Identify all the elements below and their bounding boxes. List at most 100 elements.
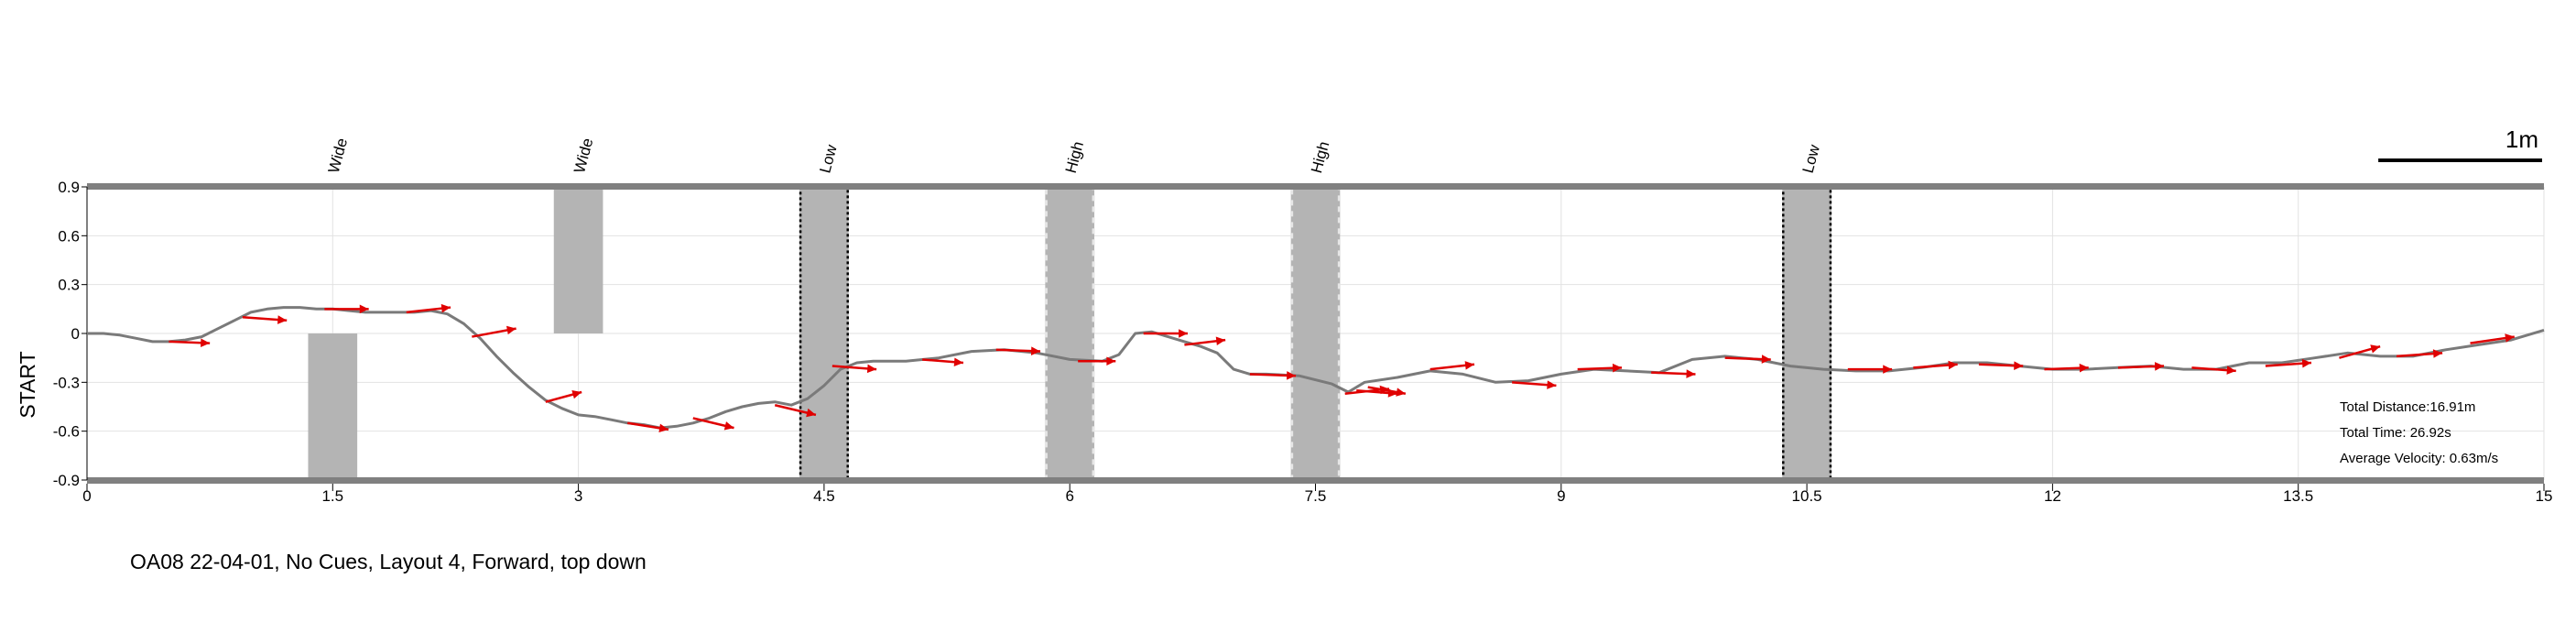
arrow-head xyxy=(1612,363,1622,373)
heading-arrow xyxy=(627,421,669,433)
heading-arrow xyxy=(1913,360,1958,370)
arrow-head xyxy=(1179,329,1188,338)
y-tick-label: 0.3 xyxy=(58,277,80,294)
heading-arrow xyxy=(1367,386,1407,397)
heading-arrow xyxy=(831,364,877,374)
heading-arrow xyxy=(1143,329,1188,338)
scale-bar-label: 1m xyxy=(2505,126,2538,153)
obstacle-label: High xyxy=(1062,139,1087,175)
x-axis-ticks: 0 1.5 3 4.5 6 7.5 9 10.5 12 13.5 15 xyxy=(82,484,2552,505)
obstacle-block xyxy=(308,333,358,480)
arrow-head xyxy=(2370,344,2381,354)
obstacle-block xyxy=(553,187,603,333)
x-tick-label: 3 xyxy=(574,487,582,505)
arrow-head xyxy=(2432,349,2443,358)
arrow-head xyxy=(1948,360,1958,370)
arrow-head xyxy=(806,408,816,418)
obstacle-high xyxy=(1290,187,1341,480)
heading-arrow xyxy=(2339,344,2381,359)
heading-arrow xyxy=(1577,363,1623,373)
arrow-head xyxy=(658,423,668,433)
obstacle-layer xyxy=(308,186,1832,481)
obstacle-high xyxy=(1045,187,1095,480)
heading-arrow xyxy=(1429,361,1475,371)
arrow-head xyxy=(2505,333,2515,343)
caption: OA08 22-04-01, No Cues, Layout 4, Forwar… xyxy=(130,550,647,573)
heading-arrow xyxy=(692,417,734,431)
arrow-head xyxy=(1215,336,1226,346)
y-tick-label: -0.6 xyxy=(53,423,80,441)
heading-arrow xyxy=(995,346,1041,355)
x-tick-label: 1.5 xyxy=(321,487,343,505)
x-tick-label: 12 xyxy=(2044,487,2061,505)
heading-arrow xyxy=(1847,365,1893,374)
arrow-head xyxy=(1106,356,1116,366)
obstacle-low xyxy=(799,187,849,480)
obstacle-label: Wide xyxy=(325,136,351,175)
top-border xyxy=(87,183,2544,190)
scale-bar: 1m xyxy=(2378,126,2542,162)
arrow-head xyxy=(953,357,963,366)
arrow-head xyxy=(1030,346,1041,355)
heading-arrow xyxy=(406,303,451,314)
arrow-head xyxy=(571,389,582,399)
x-tick-label: 7.5 xyxy=(1305,487,1327,505)
heading-arrow xyxy=(2396,349,2443,358)
arrow-head xyxy=(2079,363,2089,373)
y-tick-label: 0 xyxy=(71,325,80,343)
heading-arrow xyxy=(2191,366,2236,375)
arrow-head xyxy=(1464,361,1475,370)
x-tick-label: 13.5 xyxy=(2283,487,2313,505)
heading-arrow xyxy=(1978,361,2024,370)
heading-arrow xyxy=(1078,356,1116,366)
stats-box: Total Distance:16.91m Total Time: 26.92s… xyxy=(2340,399,2498,466)
x-tick-label: 15 xyxy=(2536,487,2553,505)
arrow-head xyxy=(359,304,369,314)
arrow-head xyxy=(1761,355,1771,364)
arrow-head xyxy=(2301,358,2312,368)
y-axis-ticks: 0.9 0.6 0.3 0 -0.3 -0.6 -0.9 xyxy=(53,179,87,489)
heading-arrow xyxy=(472,325,516,338)
heading-arrow xyxy=(1249,371,1297,380)
x-tick-label: 0 xyxy=(82,487,91,505)
heading-arrows xyxy=(168,303,2515,433)
arrow-head xyxy=(1547,380,1557,389)
average-velocity: Average Velocity: 0.63m/s xyxy=(2340,451,2498,466)
heading-arrow xyxy=(324,304,369,314)
heading-arrow xyxy=(168,338,211,348)
obstacle-labels: Wide Wide Low High High Low xyxy=(325,136,1823,175)
arrow-head xyxy=(1883,365,1893,374)
x-tick-label: 9 xyxy=(1557,487,1565,505)
arrow-head xyxy=(1286,371,1297,380)
total-distance: Total Distance:16.91m xyxy=(2340,399,2475,415)
obstacle-low xyxy=(1782,187,1831,480)
x-tick-label: 4.5 xyxy=(813,487,835,505)
arrow-head xyxy=(2154,362,2165,371)
y-tick-label: -0.3 xyxy=(53,374,80,391)
bottom-border xyxy=(87,477,2544,484)
heading-arrow xyxy=(774,404,817,418)
heading-arrow xyxy=(1724,355,1771,364)
heading-arrow xyxy=(2117,362,2165,371)
obstacle-label: High xyxy=(1308,139,1332,175)
arrow-head xyxy=(201,338,211,348)
y-tick-label: 0.6 xyxy=(58,227,80,245)
obstacle-label: Wide xyxy=(571,136,596,175)
heading-arrow xyxy=(2265,358,2312,368)
heading-arrow xyxy=(2470,333,2515,344)
arrow-head xyxy=(723,421,734,431)
total-time: Total Time: 26.92s xyxy=(2340,425,2451,441)
heading-arrow xyxy=(242,315,288,324)
heading-arrow xyxy=(1651,369,1696,378)
heading-arrow xyxy=(922,357,964,366)
arrow-head xyxy=(866,364,877,374)
obstacle-label: Low xyxy=(816,142,841,175)
arrow-head xyxy=(2014,361,2024,370)
obstacle-label: Low xyxy=(1799,142,1824,175)
heading-arrow xyxy=(2044,363,2089,373)
heading-arrow xyxy=(1184,336,1226,346)
y-tick-label: -0.9 xyxy=(53,472,80,489)
start-label: START xyxy=(16,351,39,418)
arrow-head xyxy=(1686,369,1696,378)
